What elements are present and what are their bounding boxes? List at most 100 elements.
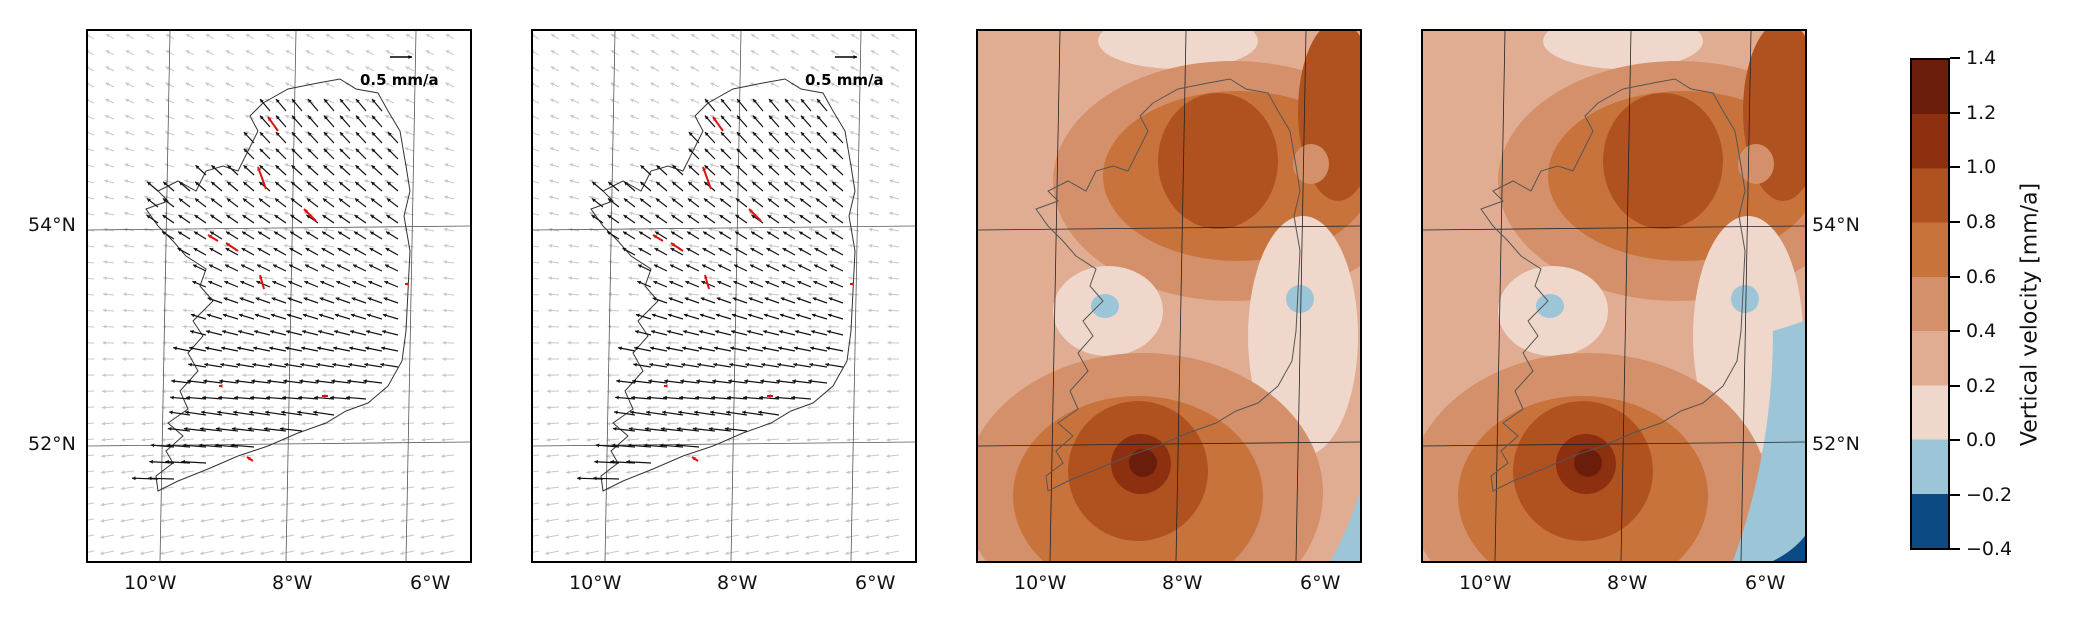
grid-arrow-head <box>787 357 791 361</box>
grid-arrow-head <box>203 211 208 216</box>
highlight-arrow-head <box>664 384 668 388</box>
velocity-arrow-head <box>639 198 644 203</box>
velocity-arrow-head <box>242 198 247 203</box>
grid-arrow-head <box>421 470 425 475</box>
grid-arrow-head <box>105 50 110 54</box>
grid-arrow-head <box>360 551 364 556</box>
velocity-arrow <box>610 461 636 464</box>
grid-arrow-head <box>665 502 670 507</box>
velocity-arrow-head <box>206 313 211 318</box>
velocity-arrow-head <box>291 115 296 120</box>
grid-arrow <box>88 293 95 296</box>
grid-arrow-head <box>646 437 651 442</box>
grid-arrow-head <box>340 502 345 507</box>
grid-arrow-head <box>400 502 405 507</box>
grid-arrow-head <box>705 502 710 507</box>
grid-arrow-head <box>184 179 189 184</box>
grid-arrow-head <box>183 243 188 248</box>
grid-arrow-head <box>590 82 595 87</box>
grid-arrow-head <box>345 50 350 54</box>
grid-arrow-head <box>608 211 613 216</box>
velocity-arrow-head <box>210 198 215 203</box>
grid-arrow-head <box>708 243 713 248</box>
grid-arrow-head <box>241 405 246 410</box>
x-tick-label: 8°W <box>1607 572 1648 594</box>
velocity-arrow-head <box>226 198 231 203</box>
velocity-arrow-head <box>670 248 675 252</box>
colorbar-tick <box>1950 330 1960 332</box>
velocity-arrow <box>757 411 780 416</box>
grid-arrow-head <box>383 211 388 216</box>
velocity-arrow-head <box>352 280 357 285</box>
grid-arrow-head <box>826 470 830 475</box>
grid-arrow-head <box>750 66 755 70</box>
grid-arrow-head <box>809 163 814 167</box>
grid-arrow-head <box>690 34 695 38</box>
highlight-arrow-head <box>304 209 308 213</box>
velocity-arrow-head <box>339 181 344 186</box>
meridian-line <box>1049 31 1061 561</box>
colorbar-tick <box>1950 112 1960 114</box>
grid-arrow-head <box>868 260 873 264</box>
grid-arrow-head <box>223 211 228 216</box>
velocity-arrow-head <box>386 215 391 219</box>
grid-arrow-head <box>383 260 388 264</box>
grid-arrow-head <box>729 179 734 184</box>
grid-arrow-head <box>165 66 170 70</box>
grid-arrow-head <box>200 535 205 539</box>
grid-arrow-head <box>121 405 126 410</box>
velocity-arrow-head <box>715 330 719 334</box>
grid-arrow-head <box>646 454 650 458</box>
velocity-arrow-head <box>208 264 213 268</box>
grid-arrow-head <box>101 389 106 394</box>
velocity-arrow-head <box>323 165 328 170</box>
grid-arrow-head <box>850 50 855 54</box>
velocity-arrow <box>312 411 335 416</box>
grid-arrow <box>88 116 95 120</box>
grid-arrow-head <box>605 535 610 539</box>
grid-arrow-head <box>263 276 267 281</box>
grid-arrow-head <box>890 98 895 103</box>
grid-arrow-head <box>304 131 309 135</box>
velocity-arrow-head <box>385 248 390 252</box>
velocity-arrow-head <box>337 248 342 252</box>
grid-arrow-head <box>669 195 673 200</box>
grid-arrow-head <box>830 34 835 38</box>
velocity-arrow <box>677 411 700 416</box>
grid-arrow-head <box>586 470 590 475</box>
grid-arrow-head <box>165 82 170 87</box>
grid-arrow-head <box>629 179 634 184</box>
grid-arrow <box>533 245 540 248</box>
grid-arrow-head <box>245 66 250 70</box>
grid-arrow-head <box>280 518 285 523</box>
grid-arrow-head <box>403 276 407 281</box>
grid-arrow-head <box>829 147 834 151</box>
grid-arrow-head <box>769 147 774 151</box>
velocity-arrow-head <box>218 395 222 400</box>
velocity-arrow <box>168 411 191 416</box>
grid-arrow-head <box>785 535 790 539</box>
velocity-arrow-head <box>704 115 709 120</box>
grid-arrow <box>533 34 540 40</box>
grid-arrow-head <box>122 373 126 378</box>
contour-band <box>1536 294 1564 318</box>
grid-arrow-head <box>786 421 791 426</box>
grid-arrow-head <box>100 551 104 556</box>
grid-arrow-head <box>790 66 795 70</box>
grid-arrow-head <box>685 486 690 491</box>
velocity-arrow-head <box>695 395 699 400</box>
grid-arrow <box>533 310 540 312</box>
grid-arrow-head <box>568 260 573 264</box>
grid-arrow-head <box>302 324 307 329</box>
grid-arrow-head <box>728 276 732 281</box>
velocity-arrow-head <box>386 231 391 236</box>
grid-arrow <box>533 550 540 553</box>
velocity-arrow <box>661 411 684 416</box>
velocity-arrow-head <box>267 379 271 384</box>
meridian-line <box>159 31 171 561</box>
grid-arrow <box>533 470 540 473</box>
grid-arrow-head <box>645 486 650 491</box>
grid-arrow <box>88 454 95 457</box>
velocity-arrow-head <box>185 410 189 415</box>
velocity-arrow-head <box>731 313 736 318</box>
